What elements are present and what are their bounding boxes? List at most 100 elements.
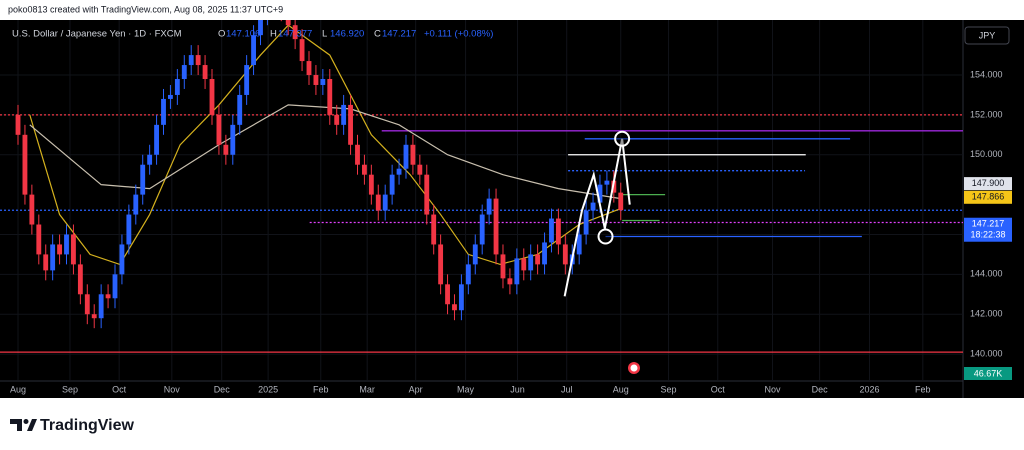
pivot-circle xyxy=(597,228,614,245)
candle-body xyxy=(403,144,409,169)
x-tick-label: May xyxy=(457,384,475,394)
candle-body xyxy=(251,35,256,66)
ohlc-value: 147.217 xyxy=(382,29,416,40)
candle-body xyxy=(71,234,76,265)
x-tick-label: 2026 xyxy=(859,384,879,394)
x-tick-label: Apr xyxy=(409,384,423,394)
y-tick-label: 150.000 xyxy=(970,149,1003,159)
price-badge xyxy=(964,217,1012,242)
x-tick-label: 2025 xyxy=(258,384,278,394)
volume-badge: 46.67K xyxy=(974,368,1003,378)
candle-body xyxy=(195,55,201,66)
candle-body xyxy=(424,174,430,215)
brand: TradingView xyxy=(40,417,135,434)
ohlc-value: 147.377 xyxy=(278,29,312,40)
ohlc-value: 146.920 xyxy=(330,29,364,40)
chart-panel xyxy=(0,20,1024,398)
plot xyxy=(0,20,963,380)
candle-body xyxy=(472,244,478,265)
price-badge xyxy=(964,177,1012,191)
candle-body xyxy=(22,134,28,195)
x-tick-label: Feb xyxy=(313,384,329,394)
candle-body xyxy=(50,244,56,271)
x-tick-label: Oct xyxy=(112,384,127,394)
currency: JPY xyxy=(979,30,996,40)
x-tick-label: Sep xyxy=(62,384,78,394)
candle-body xyxy=(458,284,464,311)
x-tick-label: Nov xyxy=(764,384,781,394)
candle-body xyxy=(486,198,492,215)
candle-body xyxy=(15,114,21,135)
candle-body xyxy=(202,65,208,80)
candle-body xyxy=(126,214,132,245)
candle-body xyxy=(133,194,139,215)
change: +0.111 (+0.08%) xyxy=(424,29,493,40)
candle-body xyxy=(528,254,534,271)
candle-body xyxy=(562,244,568,265)
candle-body xyxy=(396,168,402,175)
currency-box xyxy=(964,26,1010,45)
candle-body xyxy=(230,124,236,155)
candle-body xyxy=(77,264,83,295)
candle-body xyxy=(216,114,222,145)
candle-body xyxy=(36,224,42,255)
event-icon-inner xyxy=(630,364,638,372)
candle-body xyxy=(431,214,437,245)
price-badge-label: 147.900 xyxy=(972,178,1005,188)
candle-body xyxy=(382,194,388,211)
logo-dot xyxy=(23,419,29,424)
candle-body xyxy=(438,244,444,285)
countdown: 18:22:38 xyxy=(970,230,1005,240)
brand-logo: TradingView xyxy=(10,417,135,434)
x-tick-label: Dec xyxy=(812,384,829,394)
ohlc-key: L xyxy=(322,29,327,40)
candle-body xyxy=(549,218,554,243)
x-tick-label: Aug xyxy=(613,384,629,394)
x-tick-label: Jul xyxy=(561,384,573,394)
x-tick-label: Feb xyxy=(915,384,931,394)
candle-body xyxy=(368,174,374,195)
y-tick-label: 154.000 xyxy=(970,69,1003,79)
candle-body xyxy=(161,98,166,125)
candle-body xyxy=(507,278,513,285)
x-tick-label: Aug xyxy=(10,384,26,394)
candle-body xyxy=(590,202,596,211)
candle-body xyxy=(98,294,104,319)
candle-body xyxy=(493,198,499,255)
candle-body xyxy=(299,39,305,62)
candle-body xyxy=(57,244,63,255)
candle-body xyxy=(341,104,347,125)
candle-body xyxy=(465,264,471,285)
candle-body xyxy=(174,79,180,95)
candle-body xyxy=(334,114,340,125)
candle-body xyxy=(84,294,90,315)
candle-body xyxy=(29,194,35,225)
candle-body xyxy=(313,75,319,85)
candle-body xyxy=(223,144,229,155)
y-tick-label: 144.000 xyxy=(970,269,1003,279)
candle-body xyxy=(555,218,561,245)
ohlc-value: 147.106 xyxy=(226,29,260,40)
candle-body xyxy=(91,314,97,319)
y-tick-label: 142.000 xyxy=(970,309,1003,319)
pivot-circle xyxy=(614,130,631,147)
candle-body xyxy=(292,25,298,40)
candle-body xyxy=(576,234,582,255)
candle-body xyxy=(452,304,457,311)
candle-body xyxy=(583,210,589,235)
x-tick-label: Jun xyxy=(510,384,525,394)
price-badge xyxy=(964,190,1012,204)
candle-body xyxy=(542,242,547,265)
price-badge-label: 147.866 xyxy=(972,192,1005,202)
candle-body xyxy=(105,294,111,299)
candle-body xyxy=(389,174,395,195)
candle-body xyxy=(43,254,49,271)
candle-body xyxy=(140,164,146,195)
x-tick-label: Nov xyxy=(164,384,181,394)
x-tick-label: Oct xyxy=(711,384,726,394)
logo-mark xyxy=(10,419,22,431)
candle-body xyxy=(445,284,450,305)
symbol-title: U.S. Dollar / Japanese Yen · 1D · FXCM xyxy=(12,29,182,40)
candle-body xyxy=(410,144,416,165)
